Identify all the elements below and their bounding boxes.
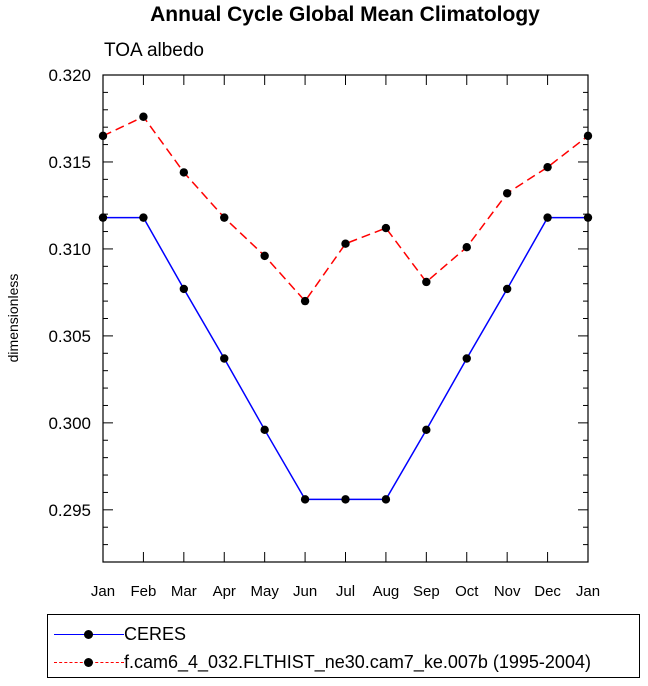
data-point-series-1: [422, 277, 431, 287]
legend-item-ceres: CERES: [48, 623, 638, 647]
data-point-series-1: [139, 112, 148, 121]
data-point-series-1: [381, 223, 391, 233]
legend-item-model: f.cam6_4_032.FLTHIST_ne30.cam7_ke.007b (…: [48, 651, 638, 675]
y-tick-label: 0.300: [48, 414, 91, 433]
data-point-series-0: [220, 354, 229, 363]
y-axis-label: dimensionless: [5, 274, 21, 363]
legend-label-ceres: CERES: [124, 624, 187, 644]
legend-marker-model: [84, 658, 93, 667]
x-tick-label: Jan: [91, 583, 115, 600]
data-point-series-1: [300, 296, 310, 306]
data-point-series-0: [381, 495, 391, 504]
x-tick-label: Sep: [413, 583, 440, 600]
data-point-series-1: [220, 213, 229, 222]
data-point-series-1: [583, 131, 593, 141]
data-point-series-0: [583, 213, 593, 222]
x-tick-label: Oct: [455, 583, 479, 600]
series-markers: [98, 112, 593, 504]
data-point-series-0: [139, 213, 148, 222]
data-point-series-1: [502, 189, 512, 198]
axes: 0.295 0.300 0.305 0.310 0.315 0.320 Jan Feb Mar A…: [48, 66, 600, 600]
legend-label-model: f.cam6_4_032.FLTHIST_ne30.cam7_ke.007b (…: [124, 652, 591, 672]
data-point-series-0: [543, 213, 552, 222]
data-point-series-1: [543, 162, 552, 172]
x-tick-label: Apr: [213, 583, 236, 600]
x-tick-label: Dec: [534, 583, 561, 600]
data-point-series-1: [98, 131, 108, 141]
legend: CERES f.cam6_4_032.FLTHIST_ne30.cam7_ke.…: [47, 614, 640, 678]
data-point-series-1: [260, 251, 269, 261]
x-tick-label: Mar: [171, 583, 197, 600]
x-tick-label: Aug: [373, 583, 400, 600]
data-point-series-0: [98, 213, 108, 222]
data-point-series-0: [179, 284, 189, 294]
x-tick-label: Nov: [494, 583, 521, 600]
data-point-series-0: [462, 354, 471, 363]
series-line-0: [103, 216, 588, 501]
x-tick-label: Feb: [130, 583, 156, 600]
data-point-series-1: [179, 168, 189, 177]
x-tick-label: Jan: [576, 583, 600, 600]
y-tick-label: 0.295: [48, 501, 91, 520]
y-tick-label: 0.320: [48, 66, 91, 85]
x-tick-label: Jun: [293, 583, 317, 600]
x-tick-label: Jul: [336, 583, 355, 600]
y-tick-label: 0.315: [48, 153, 91, 172]
chart-title: Annual Cycle Global Mean Climatology: [150, 3, 540, 26]
legend-marker-ceres: [84, 630, 93, 639]
x-tick-label: May: [250, 583, 279, 600]
data-point-series-0: [502, 284, 512, 294]
data-point-series-0: [260, 425, 269, 435]
data-point-series-1: [462, 242, 471, 252]
chart-subtitle: TOA albedo: [104, 40, 205, 61]
line-chart: 0.295 0.300 0.305 0.310 0.315 0.320 Jan Feb Mar A…: [5, 66, 600, 600]
data-point-series-0: [341, 495, 350, 504]
series-lines: [102, 115, 589, 501]
data-point-series-1: [341, 239, 350, 248]
data-point-series-0: [422, 425, 431, 435]
y-tick-label: 0.305: [48, 327, 91, 346]
plot-frame: [102, 74, 589, 563]
data-point-series-0: [300, 495, 310, 504]
y-tick-label: 0.310: [48, 240, 91, 259]
